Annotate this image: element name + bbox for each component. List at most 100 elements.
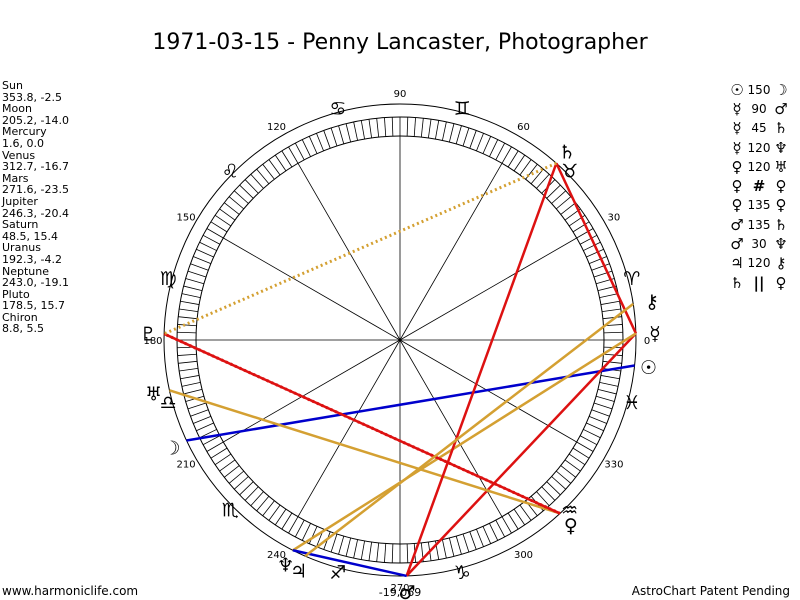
degree-tick [181, 382, 201, 387]
degree-tick [345, 537, 352, 557]
degree-tick [507, 512, 519, 530]
aspect-row: ♀ 135 ♀ [728, 196, 790, 215]
planet-pluto-icon: ♇ [140, 323, 157, 345]
outer-circle [163, 103, 637, 577]
degree-ticks [177, 117, 623, 563]
degree-tick [462, 533, 470, 553]
degree-tick [601, 308, 621, 313]
planet-chiron-icon: ⚷ [645, 291, 659, 313]
degree-tick [353, 121, 358, 141]
planet-saturn-icon: ♄ [558, 141, 575, 163]
planet-name-pluto: Pluto [2, 287, 30, 301]
degree-label: 30 [608, 213, 621, 224]
degree-tick [353, 539, 358, 559]
aspect-value: 135 [747, 217, 771, 232]
zodiac-sign-icon: ♍ [160, 268, 177, 290]
aspect-line [405, 332, 637, 577]
degree-tick [489, 139, 499, 157]
aspect-line [186, 364, 635, 442]
degree-tick [281, 512, 293, 530]
planet-coords-saturn: 48.5, 15.4 [2, 229, 58, 243]
planet-coords-moon: 205.2, -14.0 [2, 113, 69, 127]
zodiac-sign-icon: ♌ [222, 160, 239, 182]
planet-name-venus: Venus [2, 148, 36, 162]
degree-tick [187, 270, 207, 278]
aspect-value: 120 [747, 256, 771, 271]
planet-mars-icon: ♂ [399, 582, 416, 600]
degree-tick [199, 241, 217, 251]
aspect-row: ♄ || ♀ [728, 273, 790, 292]
degree-tick [193, 256, 212, 264]
credit-text: AstroChart Patent Pending [631, 584, 790, 598]
planet-name-neptune: Neptune [2, 264, 50, 278]
degree-label: 120 [267, 122, 286, 133]
planet-moon-icon: ☽ [163, 437, 180, 459]
degree-tick [228, 196, 244, 210]
degree-tick [513, 508, 526, 526]
degree-tick [281, 150, 293, 168]
degree-tick [482, 136, 492, 154]
zodiac-sign-icon: ♋ [329, 98, 346, 120]
aspect-list: ☉ 150 ☽ ☿ 90 ♂ ☿ 45 ♄ ☿ 120 ♆ ♀ 120 ♅ ♀ # ♀ ♀ 135 ♀ ♂ 135 ♄ ♂ 30 ♆… [728, 80, 790, 292]
spoke-line [297, 339, 401, 517]
degree-tick [185, 278, 205, 285]
planet-name-moon: Moon [2, 102, 32, 116]
aspect-value: 90 [751, 101, 767, 116]
degree-tick [368, 119, 373, 139]
degree-tick [546, 481, 561, 496]
degree-tick [202, 234, 221, 245]
aspect-row: ☿ 90 ♂ [728, 99, 790, 118]
degree-tick [583, 429, 601, 439]
aspect-row: ♀ # ♀ [728, 176, 790, 195]
degree-tick [294, 142, 305, 161]
degree-tick [234, 476, 249, 490]
degree-tick [501, 146, 512, 164]
website-link[interactable]: www.harmoniclife.com [2, 584, 139, 598]
degree-tick [190, 263, 209, 271]
degree-tick [181, 293, 201, 298]
degree-tick [224, 465, 240, 478]
zodiac-sign-icon: ♑ [454, 562, 471, 584]
degree-tick [244, 179, 259, 194]
degree-tick [187, 402, 207, 410]
aspect-planet-2-icon: ☽ [774, 80, 788, 99]
aspect-planet-1-icon: ♀ [731, 177, 743, 196]
planet-coords-sun: 353.8, -2.5 [2, 90, 62, 104]
planet-name-uranus: Uranus [2, 241, 41, 255]
degree-tick [360, 120, 365, 140]
zodiac-sign-icon: ♎ [160, 392, 177, 414]
degree-tick [224, 202, 240, 215]
degree-tick [301, 139, 311, 157]
degree-tick [376, 542, 380, 562]
degree-labels: 0 30 60 90 120 150 180 210 240 270 300 330 [143, 89, 650, 594]
degree-tick [420, 118, 424, 138]
planet-position-list: Sun 353.8, -2.5 Moon 205.2, -14.0 Mercury 1.6… [2, 80, 69, 335]
spoke-line [399, 163, 503, 341]
aspect-planet-1-icon: ☉ [730, 80, 744, 99]
aspect-row: ♂ 135 ♄ [728, 215, 790, 234]
degree-tick [193, 416, 212, 424]
degree-tick [442, 121, 447, 141]
degree-tick [308, 136, 318, 154]
aspect-value: 120 [747, 159, 771, 174]
degree-tick [219, 459, 236, 472]
degree-label: 270 [390, 583, 409, 594]
degree-tick [177, 324, 197, 327]
degree-tick [316, 133, 324, 152]
degree-tick [588, 256, 607, 264]
degree-tick [551, 190, 566, 204]
degree-tick [256, 168, 270, 184]
zodiac-sign-icon: ♒ [561, 500, 578, 522]
aspect-planet-2-icon: ♀ [775, 177, 787, 196]
degree-tick [239, 481, 254, 496]
degree-tick [244, 486, 259, 501]
degree-tick [588, 416, 607, 424]
aspect-row: ♀ 120 ♅ [728, 157, 790, 176]
aspect-planet-1-icon: ♀ [731, 196, 743, 215]
degree-tick [179, 367, 199, 372]
degree-tick [556, 470, 572, 484]
aspect-planet-2-icon: ♄ [774, 119, 788, 138]
zodiac-sign-icon: ♐ [329, 562, 346, 584]
aspect-line [304, 302, 634, 558]
